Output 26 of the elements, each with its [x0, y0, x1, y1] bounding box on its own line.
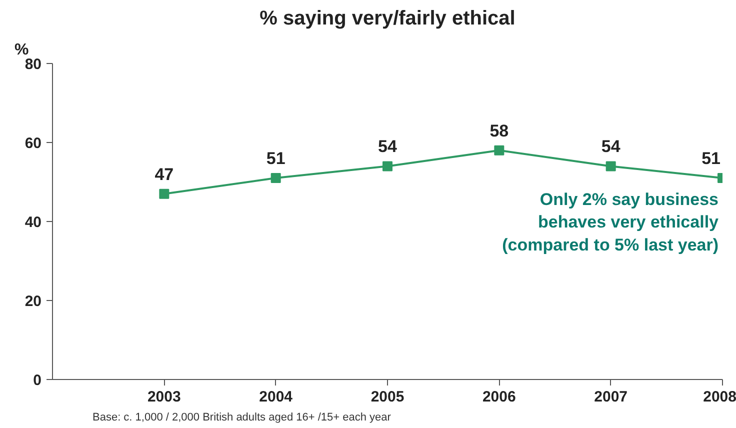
point — [606, 161, 616, 172]
x-tick-label: 2007 — [594, 388, 628, 406]
data-label: 51 — [702, 149, 721, 168]
x-tick-label: 2006 — [482, 388, 516, 406]
text: Base: c. 1,000 / 2,000 British adults aged 16+ /15+ each year — [92, 412, 392, 424]
x-tick-label: 2005 — [370, 388, 404, 406]
y-tick-label: 40 — [24, 214, 42, 231]
point — [270, 173, 281, 184]
y-tick-label: 60 — [24, 135, 42, 152]
y-axis-title: % — [14, 42, 29, 58]
y-tick-label: 80 — [24, 56, 42, 73]
y-tick-label: 0 — [33, 372, 42, 389]
chart-title: % saying very/fairly ethical — [260, 8, 516, 30]
data-label: 51 — [266, 149, 286, 168]
data-label: 54 — [378, 137, 398, 156]
point — [494, 145, 504, 156]
x-tick-label: 2008 — [703, 388, 736, 406]
data-label: 47 — [154, 164, 174, 184]
x-tick-label: 2004 — [259, 388, 294, 406]
x-tick-label: 2003 — [147, 388, 181, 406]
annotation: Only 2% say business behaves very ethically (compared to 5% last year) — [502, 190, 720, 254]
point — [382, 161, 392, 172]
data-label: 54 — [601, 137, 621, 156]
y-tick-label: 20 — [24, 293, 42, 310]
point — [159, 188, 170, 199]
data-label: 58 — [490, 121, 509, 140]
